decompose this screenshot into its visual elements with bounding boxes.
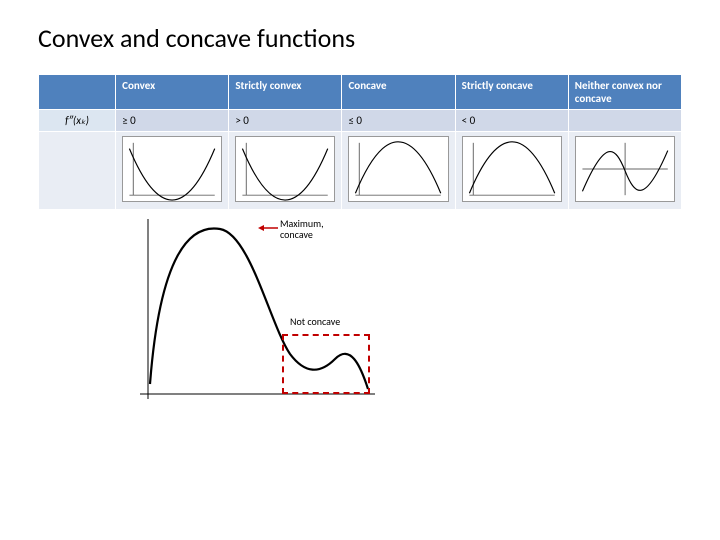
header-convex: Convex (116, 75, 229, 110)
definitions-table: Convex Strictly convex Concave Strictly … (38, 74, 682, 210)
mini-concave-plot (348, 136, 448, 202)
cond-concave: ≤ 0 (342, 110, 455, 132)
cond-strictly-convex: > 0 (229, 110, 342, 132)
mini-strictly-concave-plot (462, 136, 562, 202)
definitions-table-wrap: Convex Strictly convex Concave Strictly … (38, 74, 682, 210)
header-strictly-concave: Strictly concave (455, 75, 568, 110)
not-concave-box (282, 334, 370, 394)
row-header-second-deriv: f″(xₖ) (39, 110, 116, 132)
graph-row (39, 132, 682, 210)
mini-convex-cell (116, 132, 229, 210)
mini-strictly-concave-cell (455, 132, 568, 210)
cond-strictly-concave: < 0 (455, 110, 568, 132)
arrow-left-icon (258, 224, 278, 232)
table-header-row: Convex Strictly convex Concave Strictly … (39, 75, 682, 110)
header-concave: Concave (342, 75, 455, 110)
graph-row-label (39, 132, 116, 210)
annotation-maximum: Maximum, concave (280, 218, 340, 240)
header-neither: Neither convex nor concave (568, 75, 681, 110)
annotation-not-concave: Not concave (290, 316, 360, 327)
mini-convex-plot (122, 136, 222, 202)
header-blank (39, 75, 116, 110)
slide-root: Convex and concave functions Convex Stri… (0, 0, 720, 540)
header-strictly-convex: Strictly convex (229, 75, 342, 110)
mini-strictly-convex-plot (235, 136, 335, 202)
slide-title: Convex and concave functions (38, 22, 682, 54)
mini-neither-plot (575, 136, 675, 202)
big-plot-wrap: Maximum, concave Not concave (130, 214, 380, 404)
cond-neither (568, 110, 681, 132)
mini-neither-cell (568, 132, 681, 210)
mini-concave-cell (342, 132, 455, 210)
mini-strictly-convex-cell (229, 132, 342, 210)
cond-convex: ≥ 0 (116, 110, 229, 132)
condition-row: f″(xₖ) ≥ 0 > 0 ≤ 0 < 0 (39, 110, 682, 132)
